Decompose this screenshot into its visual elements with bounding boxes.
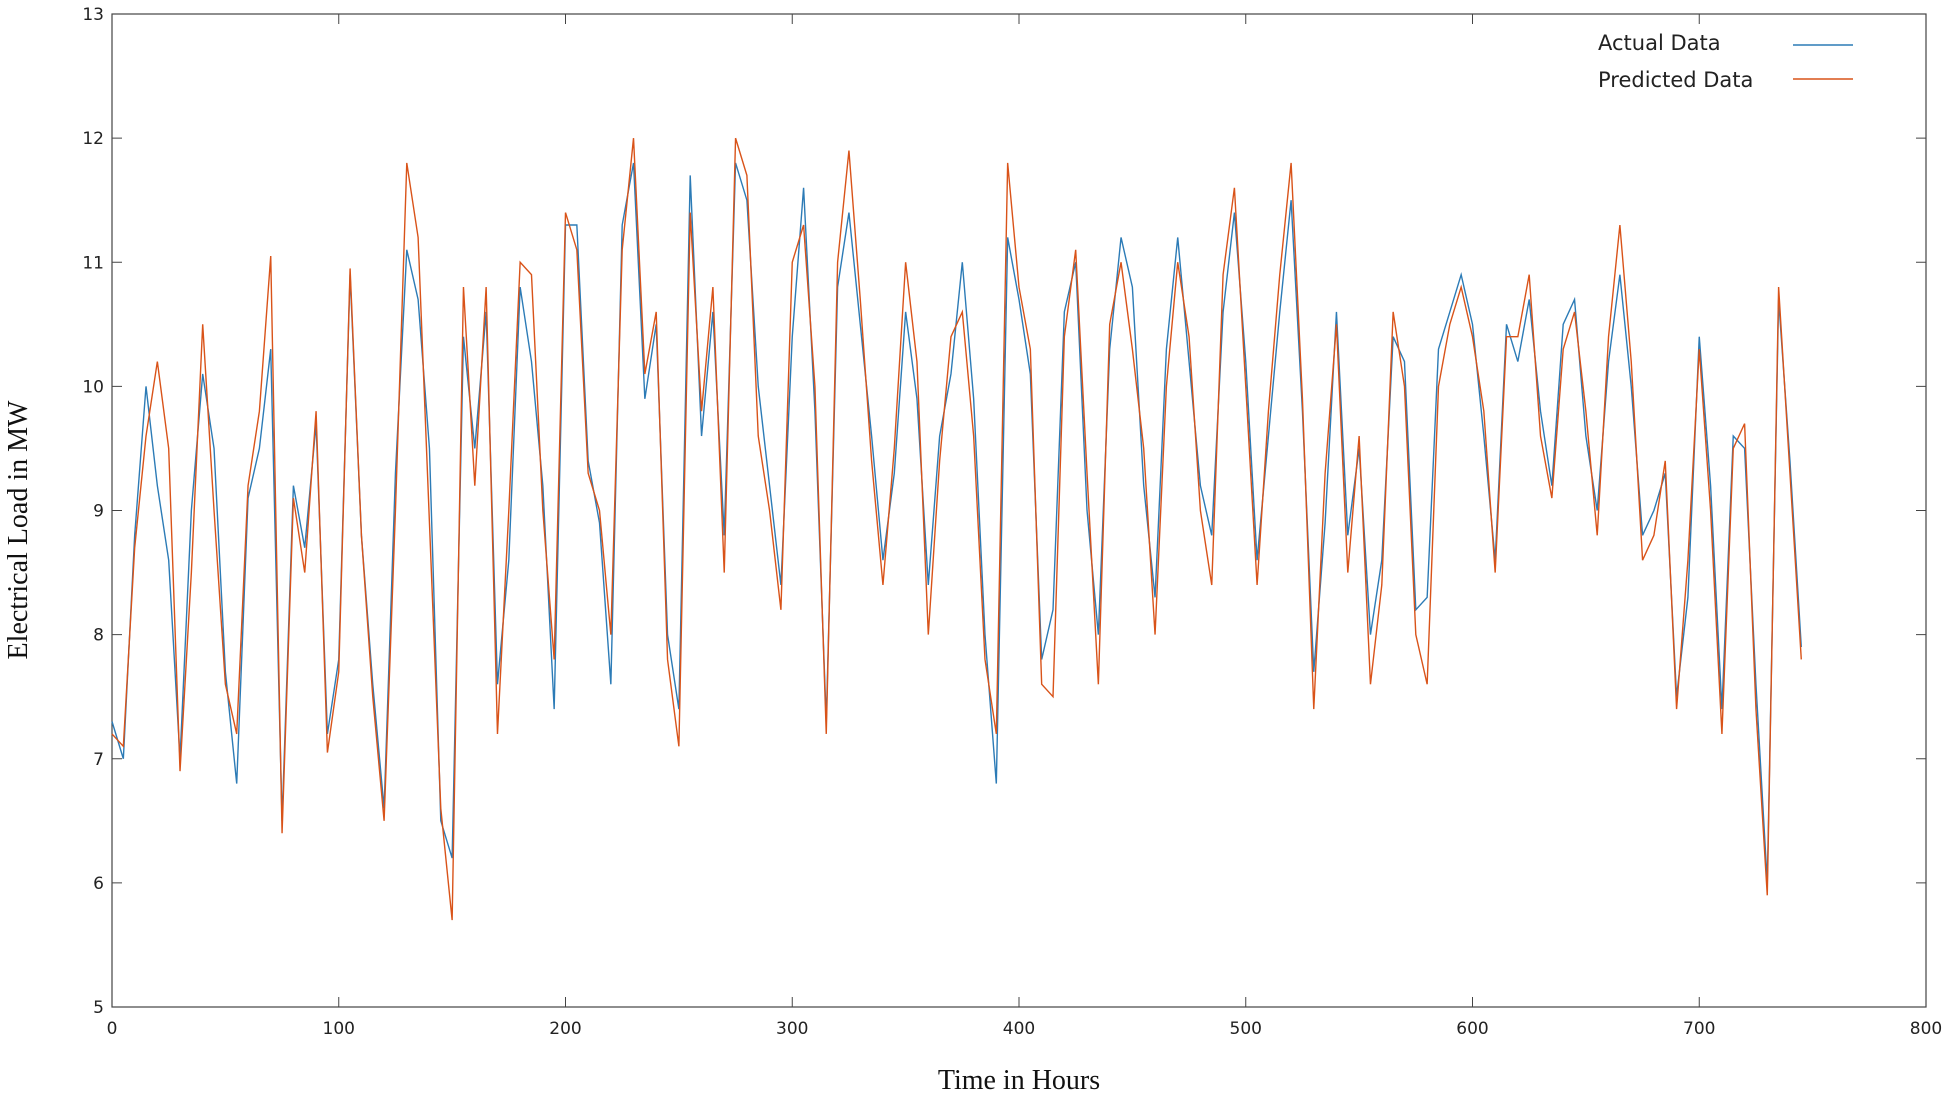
y-tick-label: 5 [93, 998, 104, 1018]
x-tick-label: 300 [776, 1019, 808, 1039]
series-line [111, 137, 1802, 921]
y-tick-label: 12 [82, 129, 104, 149]
x-tick-label: 100 [323, 1019, 355, 1039]
y-tick-label: 8 [93, 626, 104, 646]
legend-label: Actual Data [1598, 31, 1721, 55]
y-tick-label: 10 [82, 377, 104, 397]
x-tick-label: 800 [1910, 1019, 1942, 1039]
y-tick-label: 6 [93, 874, 104, 894]
y-tick-label: 11 [82, 253, 104, 273]
x-tick-label: 0 [107, 1019, 118, 1039]
x-tick-label: 700 [1683, 1019, 1715, 1039]
y-axis-label: Electrical Load in MW [3, 400, 34, 659]
legend-label: Predicted Data [1598, 68, 1753, 92]
x-tick-label: 500 [1230, 1019, 1262, 1039]
x-axis-label: Time in Hours [938, 1065, 1100, 1096]
x-tick-label: 600 [1456, 1019, 1488, 1039]
series-line [111, 162, 1802, 883]
x-tick-label: 200 [549, 1019, 581, 1039]
y-tick-label: 7 [93, 750, 104, 770]
y-tick-label: 13 [82, 5, 104, 25]
y-tick-label: 9 [93, 502, 104, 522]
x-tick-label: 400 [1003, 1019, 1035, 1039]
